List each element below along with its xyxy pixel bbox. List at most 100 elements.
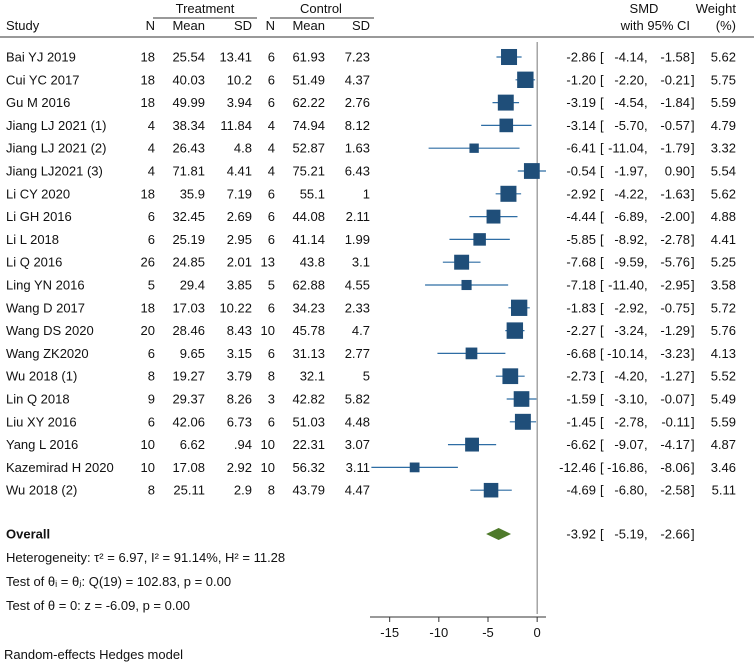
mean-treatment-value: 38.34 <box>172 118 205 133</box>
n-control-value: 4 <box>268 164 275 179</box>
study-effect-marker <box>465 347 478 360</box>
study-effect-marker <box>506 322 524 339</box>
ci-comma: , <box>644 300 648 315</box>
mean-treatment-header: Mean <box>172 18 205 33</box>
mean-treatment-value: 32.45 <box>172 209 205 224</box>
ci-upper-value: -0.75 <box>660 300 690 315</box>
study-label: Jiang LJ2021 (3) <box>6 164 103 179</box>
smd-value: -4.69 <box>566 483 596 498</box>
n-control-value: 3 <box>268 392 275 407</box>
ci-close-bracket: ] <box>691 278 695 293</box>
overall-label: Overall <box>6 527 50 542</box>
ci-close-bracket: ] <box>691 483 695 498</box>
study-label: Bai YJ 2019 <box>6 50 76 65</box>
ci-comma: , <box>644 460 648 475</box>
ci-comma: , <box>644 414 648 429</box>
n-control-value: 6 <box>268 209 275 224</box>
n-control-value: 13 <box>261 255 275 270</box>
ci-close-bracket: ] <box>691 369 695 384</box>
mean-treatment-value: 26.43 <box>172 141 205 156</box>
study-label: Wang D 2017 <box>6 300 85 315</box>
study-label: Wu 2018 (1) <box>6 369 77 384</box>
smd-value: -1.59 <box>566 392 596 407</box>
weight-value: 3.58 <box>711 278 736 293</box>
study-effect-marker <box>461 279 472 291</box>
ci-comma: , <box>644 323 648 338</box>
weight-value: 5.49 <box>711 392 736 407</box>
ci-open-bracket: [ <box>600 369 604 384</box>
sd-control-value: 1.99 <box>345 232 370 247</box>
overall-smd-value: -3.92 <box>566 527 596 542</box>
smd-value: -1.20 <box>566 72 596 87</box>
ci-open-bracket: [ <box>600 392 604 407</box>
sd-control-value: 2.33 <box>345 300 370 315</box>
n-treatment-value: 10 <box>141 437 155 452</box>
sd-control-value: 4.7 <box>352 323 370 338</box>
smd-value: -2.86 <box>566 50 596 65</box>
study-label: Lin Q 2018 <box>6 392 70 407</box>
mean-control-value: 41.14 <box>292 232 325 247</box>
mean-control-header: Mean <box>292 18 325 33</box>
smd-value: -1.83 <box>566 300 596 315</box>
sd-control-value: 6.43 <box>345 164 370 179</box>
ci-close-bracket: ] <box>691 164 695 179</box>
sd-treatment-value: 8.26 <box>227 392 252 407</box>
ci-comma: , <box>644 437 648 452</box>
study-label: Ling YN 2016 <box>6 278 85 293</box>
sd-control-value: 4.37 <box>345 72 370 87</box>
ci-comma: , <box>644 118 648 133</box>
ci-lower-value: -2.92 <box>614 300 644 315</box>
sd-treatment-value: 10.22 <box>219 300 252 315</box>
ci-upper-value: -5.76 <box>660 255 690 270</box>
sd-treatment-header: SD <box>234 18 252 33</box>
smd-value: -6.68 <box>566 346 596 361</box>
ci-upper-value: -0.57 <box>660 118 690 133</box>
weight-value: 4.13 <box>711 346 736 361</box>
ci-lower-value: -4.22 <box>614 186 644 201</box>
weight-value: 4.88 <box>711 209 736 224</box>
weight-value: 5.59 <box>711 414 736 429</box>
mean-treatment-value: 28.46 <box>172 323 205 338</box>
ci-comma: , <box>644 209 648 224</box>
mean-control-value: 55.1 <box>300 186 325 201</box>
ci-comma: , <box>644 164 648 179</box>
ci-comma: , <box>644 141 648 156</box>
mean-treatment-value: 19.27 <box>172 369 205 384</box>
ci-open-bracket: [ <box>600 50 604 65</box>
ci-lower-value: -16.86 <box>607 460 644 475</box>
smd-value: -6.41 <box>566 141 596 156</box>
ci-lower-value: -3.24 <box>614 323 644 338</box>
n-treatment-value: 18 <box>141 300 155 315</box>
sd-control-value: 8.12 <box>345 118 370 133</box>
sd-control-value: 5 <box>363 369 370 384</box>
n-control-value: 6 <box>268 72 275 87</box>
ci-lower-value: -4.20 <box>614 369 644 384</box>
ci-upper-value: -2.58 <box>660 483 690 498</box>
sd-treatment-value: 3.94 <box>227 95 252 110</box>
mean-control-value: 43.8 <box>300 255 325 270</box>
sd-control-value: 3.11 <box>346 460 370 475</box>
mean-treatment-value: 24.85 <box>172 255 205 270</box>
study-label: Li CY 2020 <box>6 186 70 201</box>
mean-control-value: 44.08 <box>292 209 325 224</box>
ci-close-bracket: ] <box>691 460 695 475</box>
ci-upper-value: -0.07 <box>660 392 690 407</box>
study-label: Yang L 2016 <box>6 437 78 452</box>
mean-treatment-value: 17.08 <box>172 460 205 475</box>
weight-value: 5.75 <box>711 72 736 87</box>
ci-open-bracket: [ <box>600 232 604 247</box>
smd-value: -4.44 <box>566 209 596 224</box>
ci-open-bracket: [ <box>600 460 604 475</box>
control-group-header: Control <box>300 1 342 16</box>
study-effect-marker <box>502 368 519 385</box>
ci-lower-value: -9.59 <box>614 255 644 270</box>
n-treatment-value: 6 <box>148 414 155 429</box>
treatment-group-header: Treatment <box>176 1 235 16</box>
ci-comma: , <box>644 278 648 293</box>
ci-comma: , <box>644 72 648 87</box>
ci-open-bracket: [ <box>600 186 604 201</box>
ci-upper-value: -8.06 <box>660 460 690 475</box>
n-control-value: 6 <box>268 346 275 361</box>
sd-control-value: 4.48 <box>345 414 370 429</box>
ci-lower-value: -8.92 <box>614 232 644 247</box>
